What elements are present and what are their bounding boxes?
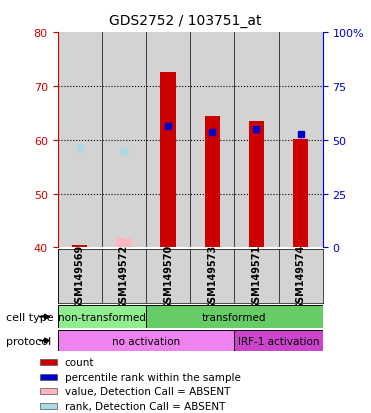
Bar bbox=[234, 250, 279, 304]
Bar bbox=[279, 33, 323, 248]
Text: GSM149573: GSM149573 bbox=[207, 244, 217, 309]
Text: rank, Detection Call = ABSENT: rank, Detection Call = ABSENT bbox=[65, 401, 225, 411]
Text: no activation: no activation bbox=[112, 336, 180, 346]
Bar bbox=[58, 330, 234, 351]
Text: percentile rank within the sample: percentile rank within the sample bbox=[65, 372, 241, 382]
Bar bbox=[58, 250, 102, 304]
Bar bbox=[40, 403, 57, 409]
Text: protocol: protocol bbox=[6, 336, 51, 346]
Bar bbox=[190, 33, 234, 248]
Bar bbox=[58, 33, 102, 248]
Bar bbox=[40, 388, 57, 394]
Bar bbox=[116, 240, 132, 248]
Text: IRF-1 activation: IRF-1 activation bbox=[238, 336, 319, 346]
Bar bbox=[116, 238, 132, 248]
Bar bbox=[72, 246, 87, 248]
Text: GDS2752 / 103751_at: GDS2752 / 103751_at bbox=[109, 14, 262, 28]
Bar bbox=[293, 139, 308, 248]
Bar bbox=[160, 73, 176, 248]
Text: count: count bbox=[65, 357, 94, 368]
Text: GSM149569: GSM149569 bbox=[75, 244, 85, 309]
Bar bbox=[58, 306, 146, 328]
Bar bbox=[40, 359, 57, 365]
Bar bbox=[40, 374, 57, 380]
Bar bbox=[204, 116, 220, 248]
Text: GSM149571: GSM149571 bbox=[252, 244, 262, 309]
Bar bbox=[146, 33, 190, 248]
Text: GSM149572: GSM149572 bbox=[119, 244, 129, 309]
Bar bbox=[234, 330, 323, 351]
Text: transformed: transformed bbox=[202, 312, 267, 322]
Text: value, Detection Call = ABSENT: value, Detection Call = ABSENT bbox=[65, 386, 230, 396]
Text: GSM149570: GSM149570 bbox=[163, 244, 173, 309]
Text: cell type: cell type bbox=[6, 312, 53, 322]
Bar bbox=[146, 306, 323, 328]
Text: GSM149574: GSM149574 bbox=[296, 244, 306, 309]
Bar bbox=[190, 250, 234, 304]
Bar bbox=[102, 250, 146, 304]
Bar bbox=[102, 33, 146, 248]
Text: non-transformed: non-transformed bbox=[58, 312, 146, 322]
Bar bbox=[279, 250, 323, 304]
Bar bbox=[234, 33, 279, 248]
Bar bbox=[146, 250, 190, 304]
Bar bbox=[249, 121, 264, 248]
